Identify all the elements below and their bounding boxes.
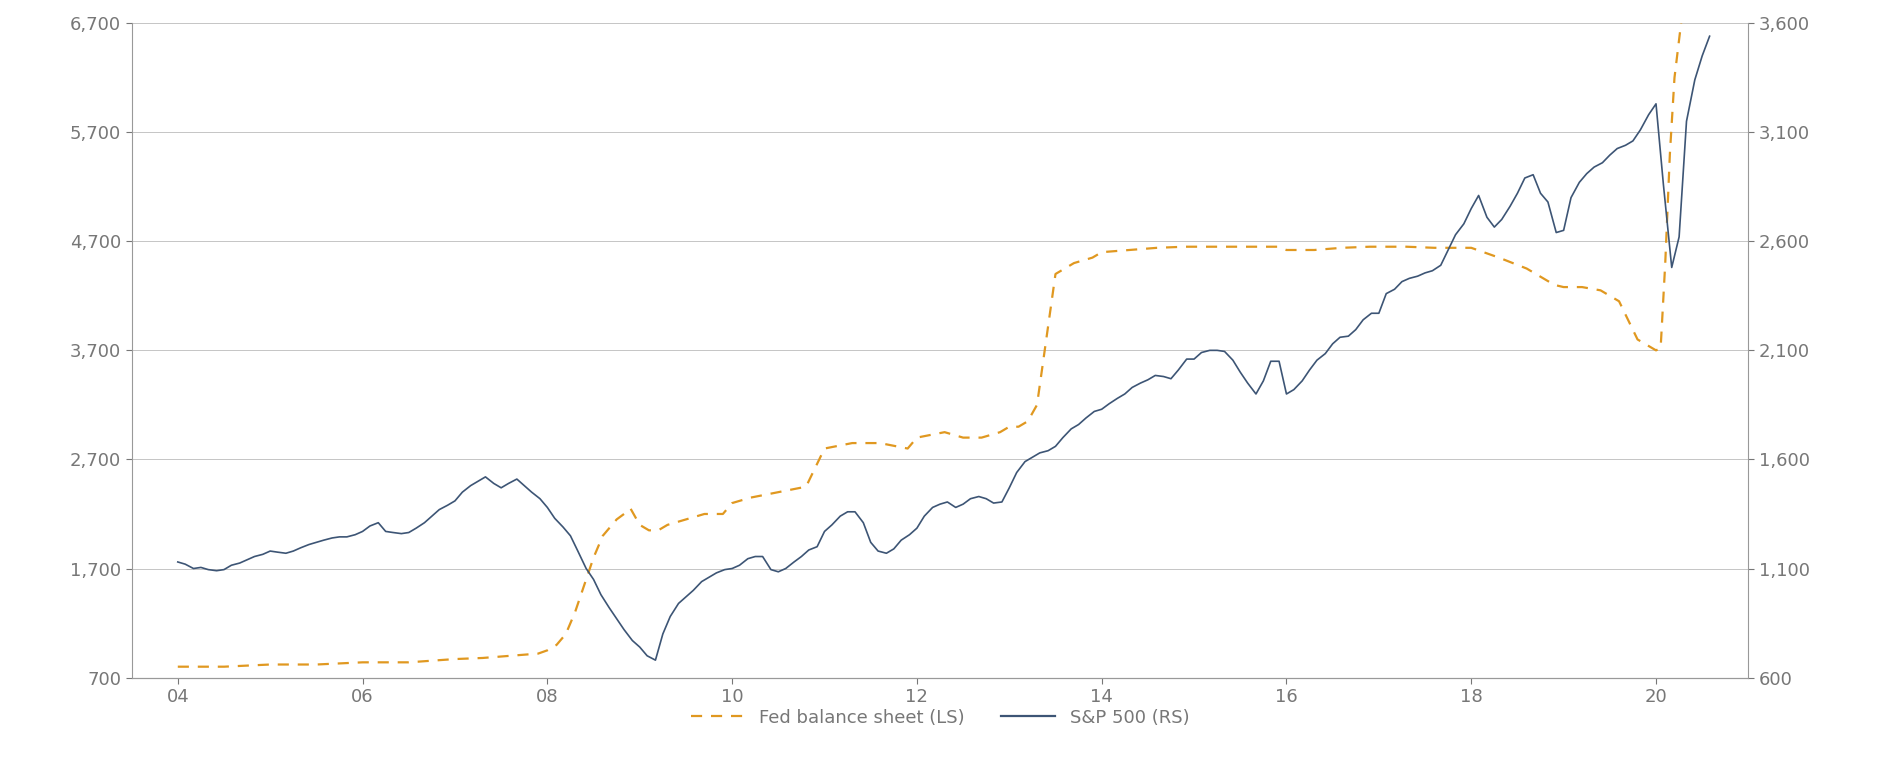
Legend: Fed balance sheet (LS), S&P 500 (RS): Fed balance sheet (LS), S&P 500 (RS) (684, 701, 1196, 734)
